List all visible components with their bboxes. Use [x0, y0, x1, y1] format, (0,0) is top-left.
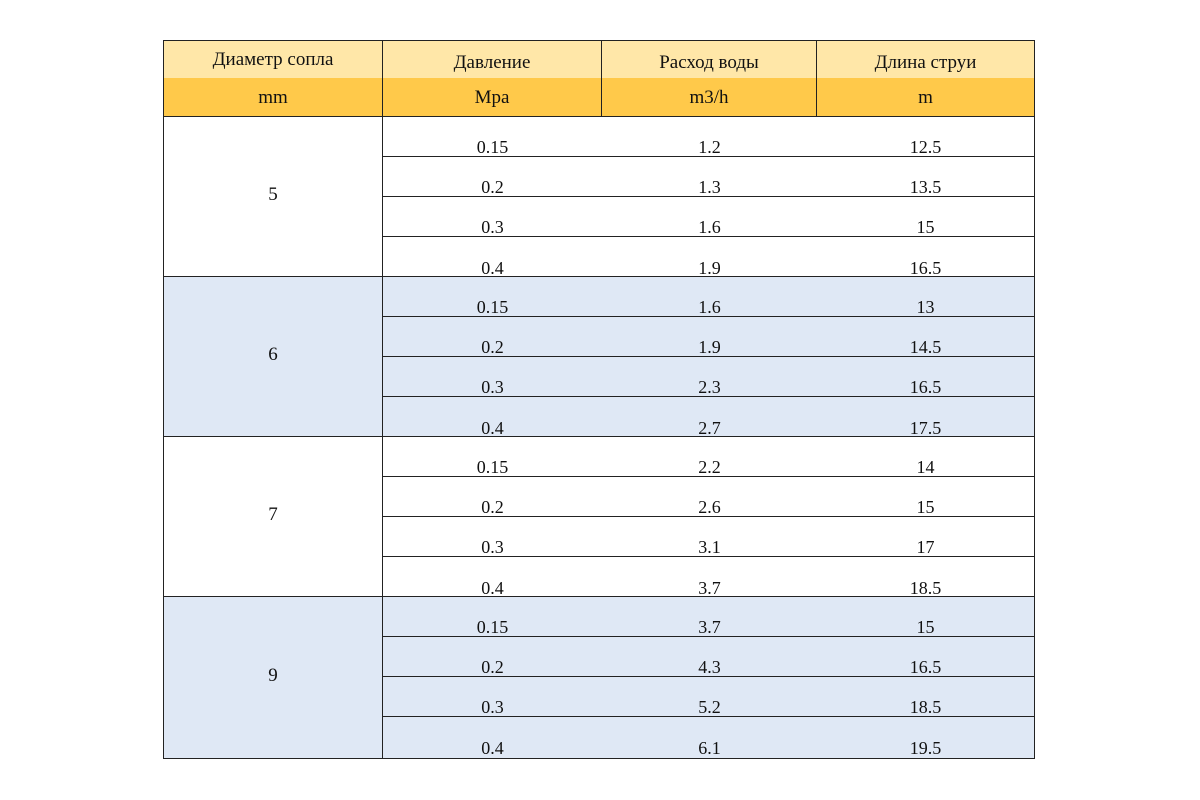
diameter-cell: 7: [164, 437, 383, 596]
table-row: 0.4 1.9 16.5: [383, 237, 1034, 277]
table-body: 5 0.15 1.2 12.5 0.2 1.3 13.5 0.3 1.6 15 0.4 1.9 16.5…: [164, 117, 1034, 758]
unit-flow: m3/h: [602, 78, 817, 116]
pressure-cell: 0.15: [476, 457, 509, 477]
pressure-cell: 0.2: [481, 657, 504, 677]
table-row: 0.15 3.7 15: [383, 597, 1034, 637]
pressure-cell: 0.2: [481, 177, 504, 197]
table-row: 0.4 6.1 19.5: [383, 717, 1034, 757]
flow-cell: 2.3: [698, 377, 721, 397]
diameter-group: 5 0.15 1.2 12.5 0.2 1.3 13.5 0.3 1.6 15 0.4 1.9 16.5: [164, 117, 1034, 277]
jet-length-cell: 15: [916, 497, 935, 517]
jet-length-cell: 14.5: [909, 337, 942, 357]
flow-cell: 1.6: [698, 217, 721, 237]
diameter-group: 6 0.15 1.6 13 0.2 1.9 14.5 0.3 2.3 16.5 0.4 2.7 17.5: [164, 277, 1034, 437]
nozzle-spec-table: Диаметр сопла Давление Расход воды Длина…: [163, 40, 1035, 759]
table-row: 0.4 3.7 18.5: [383, 557, 1034, 597]
pressure-cell: 0.4: [481, 578, 504, 598]
table-row: 0.2 2.6 15: [383, 477, 1034, 517]
diameter-group: 7 0.15 2.2 14 0.2 2.6 15 0.3 3.1 17 0.4 3.7 18.5: [164, 437, 1034, 597]
table-row: 0.3 3.1 17: [383, 517, 1034, 557]
flow-cell: 1.3: [698, 177, 721, 197]
header-diameter: Диаметр сопла: [164, 41, 383, 78]
pressure-cell: 0.4: [481, 418, 504, 438]
pressure-cell: 0.2: [481, 337, 504, 357]
jet-length-cell: 17: [916, 537, 935, 557]
pressure-cell: 0.4: [481, 738, 504, 758]
table-row: 0.15 2.2 14: [383, 437, 1034, 477]
table-row: 0.15 1.6 13: [383, 277, 1034, 317]
jet-length-cell: 12.5: [909, 137, 942, 157]
jet-length-cell: 19.5: [909, 738, 942, 758]
flow-cell: 2.2: [698, 457, 721, 477]
flow-cell: 1.9: [698, 258, 721, 278]
table-row: 0.3 2.3 16.5: [383, 357, 1034, 397]
flow-cell: 3.7: [698, 578, 721, 598]
flow-cell: 4.3: [698, 657, 721, 677]
table-row: 0.2 4.3 16.5: [383, 637, 1034, 677]
pressure-cell: 0.4: [481, 258, 504, 278]
jet-length-cell: 18.5: [909, 697, 942, 717]
diameter-group: 9 0.15 3.7 15 0.2 4.3 16.5 0.3 5.2 18.5 0.4 6.1 19.5: [164, 597, 1034, 758]
pressure-cell: 0.15: [476, 137, 509, 157]
jet-length-cell: 18.5: [909, 578, 942, 598]
flow-cell: 1.6: [698, 297, 721, 317]
table-row: 0.2 1.3 13.5: [383, 157, 1034, 197]
diameter-cell: 9: [164, 597, 383, 758]
flow-cell: 1.2: [698, 137, 721, 157]
jet-length-cell: 15: [916, 217, 935, 237]
table-row: 0.2 1.9 14.5: [383, 317, 1034, 357]
flow-cell: 3.7: [698, 617, 721, 637]
header-titles-row: Диаметр сопла Давление Расход воды Длина…: [164, 41, 1034, 79]
pressure-cell: 0.2: [481, 497, 504, 517]
header-pressure: Давление: [383, 41, 602, 78]
flow-cell: 2.7: [698, 418, 721, 438]
pressure-cell: 0.3: [481, 377, 504, 397]
unit-diameter: mm: [164, 78, 383, 116]
jet-length-cell: 15: [916, 617, 935, 637]
jet-length-cell: 13.5: [909, 177, 942, 197]
flow-cell: 2.6: [698, 497, 721, 517]
header-units-row: mm Mpa m3/h m: [164, 78, 1034, 117]
diameter-cell: 6: [164, 277, 383, 436]
jet-length-cell: 14: [916, 457, 935, 477]
jet-length-cell: 13: [916, 297, 935, 317]
jet-length-cell: 16.5: [909, 377, 942, 397]
table-row: 0.3 1.6 15: [383, 197, 1034, 237]
unit-jet-length: m: [918, 87, 933, 108]
jet-length-cell: 16.5: [909, 657, 942, 677]
diameter-cell: 5: [164, 117, 383, 276]
table-row: 0.4 2.7 17.5: [383, 397, 1034, 437]
pressure-cell: 0.3: [481, 217, 504, 237]
pressure-cell: 0.3: [481, 697, 504, 717]
header-jet-length: Длина струи: [874, 52, 977, 73]
flow-cell: 1.9: [698, 337, 721, 357]
flow-cell: 5.2: [698, 697, 721, 717]
unit-pressure: Mpa: [383, 78, 602, 116]
pressure-cell: 0.3: [481, 537, 504, 557]
table-row: 0.3 5.2 18.5: [383, 677, 1034, 717]
jet-length-cell: 17.5: [909, 418, 942, 438]
flow-cell: 3.1: [698, 537, 721, 557]
table-row: 0.15 1.2 12.5: [383, 117, 1034, 157]
pressure-cell: 0.15: [476, 297, 509, 317]
flow-cell: 6.1: [698, 738, 721, 758]
header-flow: Расход воды: [602, 41, 817, 78]
pressure-cell: 0.15: [476, 617, 509, 637]
jet-length-cell: 16.5: [909, 258, 942, 278]
